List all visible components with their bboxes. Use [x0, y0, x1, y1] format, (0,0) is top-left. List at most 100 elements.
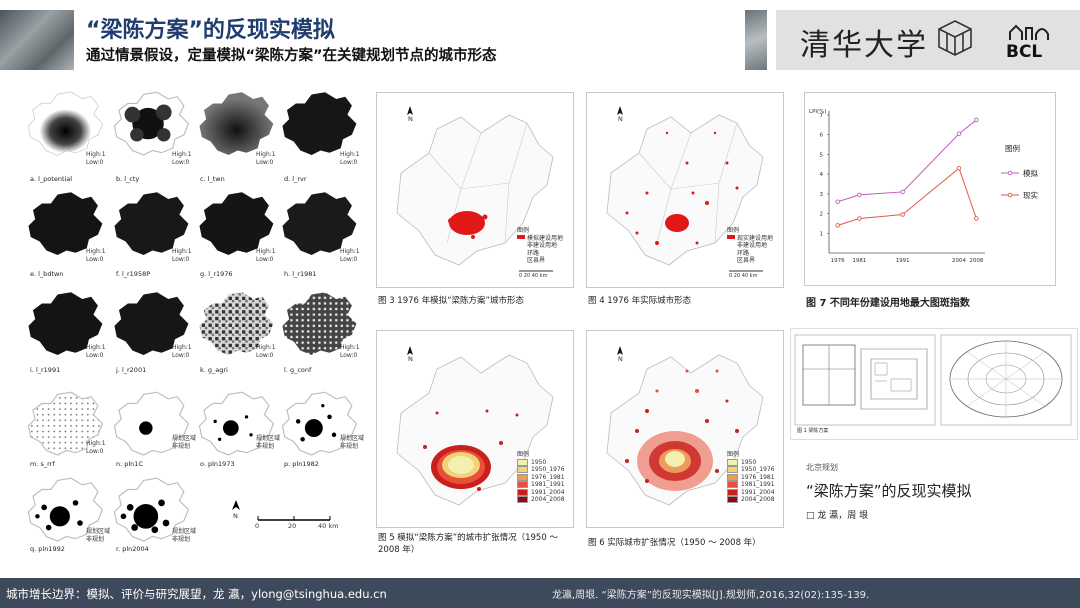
fig7-x-tick-3: 2004	[952, 258, 966, 264]
fig5-panel: N 图例 1950 1950_1976 1976_1981 1981_1991 …	[376, 330, 574, 528]
fig4-caption: 图 4 1976 年实际城市形态	[588, 296, 692, 306]
map-p	[281, 391, 357, 456]
book-authors: □ 龙 瀛，周 垠	[806, 511, 869, 521]
map-n	[113, 391, 189, 456]
fig7-caption: 图 7 不同年份建设用地最大图斑指数	[806, 298, 970, 309]
tsinghua-logo: 清华大学	[800, 28, 928, 63]
map-label-k: k. g_agri	[200, 366, 228, 374]
map-legend-g: High:1 Low:0	[256, 248, 276, 263]
fig4-north: N	[618, 115, 623, 123]
fig7-legend-title: 图例	[1005, 143, 1020, 153]
fig4-map	[606, 106, 764, 272]
fig7-point-1-4	[974, 216, 979, 221]
plan-caption: 图 1 梁陈方案	[797, 428, 829, 434]
map-e	[28, 192, 103, 255]
fig6-swatch-0	[727, 458, 738, 466]
fig4-panel: N 图例 现实建设用地 非建设用地 环路 区县界 0 20 40 km	[586, 92, 784, 288]
building-logo-icon	[938, 20, 972, 56]
fig4-legend: 图例 现实建设用地 非建设用地 环路 区县界	[727, 227, 774, 264]
fig5-legend: 图例 1950 1950_1976 1976_1981 1981_1991 19…	[517, 451, 565, 503]
fig6-swatch-1	[727, 466, 738, 473]
fig7-x-tick-4: 2008	[969, 258, 983, 264]
map-legend-b: High:1 Low:0	[172, 151, 192, 166]
logo-band	[776, 10, 1080, 70]
fig4-scale: 0 20 40 km	[729, 273, 758, 279]
fig3-caption: 图 3 1976 年模拟“梁陈方案”城市形态	[378, 296, 524, 306]
fig7-y-label: LPI(%)	[809, 109, 827, 115]
header-photo-left	[0, 10, 74, 70]
fig7-x-tick-0: 1976	[831, 258, 845, 264]
map-f	[114, 192, 189, 255]
map-r	[113, 477, 189, 542]
fig6-swatch-4	[727, 488, 738, 496]
map-label-j: j. l_r2001	[116, 366, 147, 374]
map-label-g: g. l_r1976	[200, 270, 233, 278]
map-label-n: n. pln1C	[116, 460, 143, 468]
map-g	[199, 192, 274, 255]
fig7-x-tick-1: 1981	[852, 258, 866, 264]
map-label-m: m. s_rrf	[30, 460, 55, 468]
map-label-i: i. l_r1991	[30, 366, 61, 374]
map-legend-p: 规划区域 非规划	[340, 435, 365, 450]
map-label-r: r. pln2004	[116, 545, 149, 553]
fig7-legend-marker-1	[1007, 192, 1013, 198]
fig6-map	[606, 346, 764, 506]
map-label-a: a. l_potential	[30, 175, 73, 183]
map-q	[27, 477, 103, 542]
fig7-y-tick-3: 4	[820, 172, 824, 178]
plan-panel: 图 1 梁陈方案	[790, 328, 1078, 440]
fig7-x-tick-2: 1991	[896, 258, 910, 264]
map-legend-d: High:1 Low:0	[340, 151, 360, 166]
fig7-point-0-1	[857, 192, 862, 198]
fig7-y-tick-1: 2	[820, 212, 824, 218]
fig7-point-0-3	[956, 131, 962, 136]
fig3-legend: 图例 模拟建设用地 非建设用地 环路 区县界	[517, 227, 564, 264]
map-a	[27, 91, 103, 156]
fig7-point-1-1	[857, 216, 862, 221]
fig7-point-0-4	[974, 117, 979, 123]
map-legend-e: High:1 Low:0	[86, 248, 106, 263]
map-c	[199, 92, 274, 155]
fig7-y-tick-2: 3	[820, 192, 824, 198]
fig6-north: N	[618, 355, 623, 363]
fig5-swatch-2	[517, 473, 528, 481]
fig5-caption: 图 5 模拟“梁陈方案”的城市扩张情况（1950 ～ 2008 年）	[378, 533, 558, 555]
map-legend-j: High:1 Low:0	[172, 344, 192, 359]
fig7-legend-label-0: 模拟	[1023, 168, 1039, 178]
map-label-f: f. l_r1958P	[116, 270, 151, 278]
fig7-point-0-2	[900, 189, 905, 195]
fig5-swatch-5	[517, 496, 528, 503]
fig7-point-1-0	[835, 223, 840, 228]
fig3-scale: 0 20 40 km	[519, 273, 548, 279]
map-label-p: p. pln1982	[284, 460, 319, 468]
map-legend-i: High:1 Low:0	[86, 344, 106, 359]
header-photo-right	[745, 10, 767, 70]
publisher-mark: 北京规划	[806, 463, 838, 472]
fig7-y-tick-0: 1	[820, 231, 824, 237]
fig7-point-0-0	[835, 199, 840, 204]
fig7-y-tick-5: 6	[820, 133, 824, 139]
fig5-north: N	[408, 355, 413, 363]
map-legend-q: 规划区域 非规划	[86, 528, 111, 543]
fig3-map	[396, 106, 554, 272]
fig5-map	[396, 346, 554, 506]
scale-tick-20: 20	[288, 522, 297, 530]
fig5-swatch-0	[517, 458, 528, 466]
map-label-c: c. l_twn	[200, 175, 225, 183]
fig3-north: N	[408, 115, 413, 123]
fig5-swatch-4	[517, 488, 528, 496]
map-label-o: o. pln1973	[200, 460, 235, 468]
fig7-point-1-2	[900, 212, 905, 217]
map-legend-c: High:1 Low:0	[256, 151, 276, 166]
map-legend-k: High:1 Low:0	[256, 344, 276, 359]
fig5-swatch-1	[517, 466, 528, 473]
map-label-e: e. l_bdtwn	[30, 270, 64, 278]
map-o	[198, 391, 274, 456]
map-legend-l: High:1 Low:0	[340, 344, 360, 359]
bcl-skyline-icon	[1009, 24, 1049, 40]
footer-citation: 龙瀛,周垠. “梁陈方案”的反现实模拟[J].规划师,2016,32(02):1…	[552, 590, 870, 601]
fig6-caption: 图 6 实际城市扩张情况（1950 ～ 2008 年）	[588, 538, 761, 548]
map-label-h: h. l_r1981	[284, 270, 317, 278]
fig3-panel: N 图例 模拟建设用地 非建设用地 环路 区县界 0 20 40 km	[376, 92, 574, 288]
